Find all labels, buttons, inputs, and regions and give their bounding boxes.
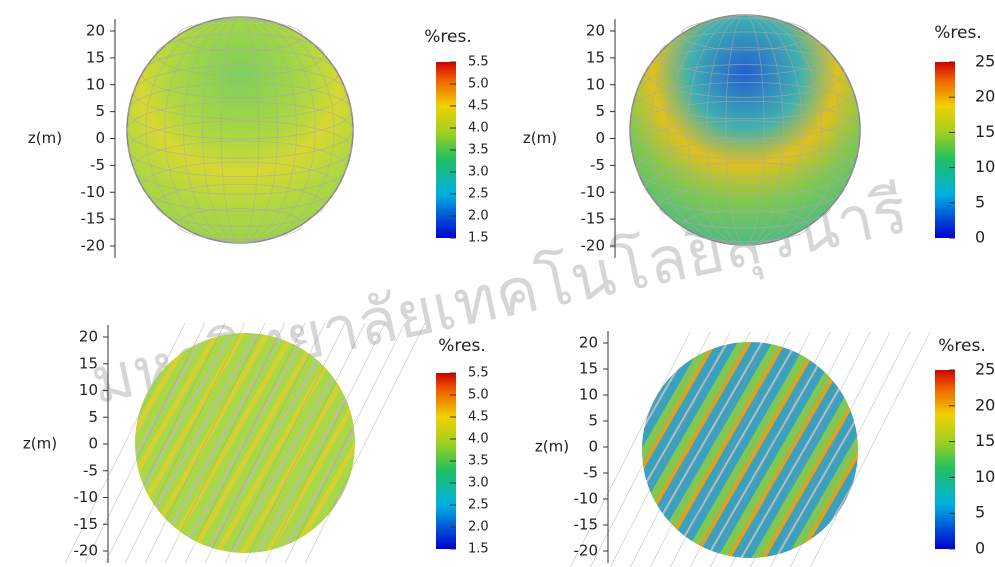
y-tick-label: 5 (95, 102, 105, 120)
colorbar-tick-label: 5.0 (468, 388, 489, 403)
colorbar-tick-label: 20 (975, 87, 995, 106)
y-tick-label: 5 (88, 408, 98, 426)
y-tick-label: 20 (79, 328, 98, 346)
y-tick-label: 10 (86, 75, 105, 93)
colorbar-tick-label: 10 (975, 157, 995, 176)
y-tick-label: -15 (74, 515, 99, 533)
colorbar-tick-label: 0 (975, 228, 985, 247)
colorbar-tick-label: 2.0 (468, 209, 489, 224)
y-tick-label: 15 (579, 360, 598, 378)
sphere (127, 17, 353, 243)
colorbar-tick-label: 1.5 (468, 542, 489, 557)
y-tick-label: 20 (579, 334, 598, 352)
y-tick-label: -5 (83, 461, 98, 479)
y-tick-label: 5 (588, 412, 598, 430)
colorbar-tick-label: 2.0 (468, 520, 489, 535)
colorbar-tick-label: 15 (975, 122, 995, 141)
y-tick-label: 0 (88, 435, 98, 453)
y-tick-label: -20 (581, 237, 606, 255)
colorbar-title: %res. (934, 23, 982, 43)
y-tick-label: -5 (583, 464, 598, 482)
y-axis-label: z(m) (535, 438, 569, 456)
colorbar-title: %res. (424, 27, 472, 47)
y-tick-label: 15 (79, 354, 98, 372)
colorbar-tick-label: 2.5 (468, 498, 489, 513)
y-tick-label: -20 (81, 237, 106, 255)
colorbar-tick-label: 3.5 (468, 143, 489, 158)
y-tick-label: -10 (74, 488, 99, 506)
y-tick-label: -5 (590, 156, 605, 174)
colorbar-tick-label: 5.5 (468, 366, 489, 381)
y-tick-label: 15 (586, 48, 605, 66)
colorbar-tick-label: 25 (975, 52, 995, 71)
colorbar-tick-label: 0 (975, 539, 985, 558)
colorbar-tick-label: 5.0 (468, 77, 489, 92)
y-tick-label: -10 (81, 183, 106, 201)
y-tick-label: 0 (588, 438, 598, 456)
colorbar-tick-label: 10 (975, 467, 995, 486)
colorbar-tick-label: 4.0 (468, 432, 489, 447)
y-tick-label: 10 (79, 381, 98, 399)
colorbar-tick-label: 2.5 (468, 187, 489, 202)
y-tick-label: -10 (574, 490, 599, 508)
y-tick-label: -15 (81, 210, 106, 228)
y-axis-label: z(m) (28, 129, 62, 147)
y-tick-label: 20 (86, 22, 105, 40)
colorbar-title: %res. (938, 336, 986, 356)
colorbar-tick-label: 3.5 (468, 454, 489, 469)
y-tick-label: -15 (574, 516, 599, 534)
colorbar-tick-label: 20 (975, 395, 995, 414)
y-tick-label: 10 (586, 75, 605, 93)
colorbar-tick-label: 4.5 (468, 410, 489, 425)
colorbar-tick-label: 15 (975, 431, 995, 450)
y-tick-label: 0 (595, 129, 605, 147)
colorbar-tick-label: 5 (975, 503, 985, 522)
y-tick-label: 15 (86, 48, 105, 66)
colorbar (935, 370, 955, 549)
colorbar-tick-label: 4.0 (468, 121, 489, 136)
y-tick-label: -20 (74, 542, 99, 560)
y-axis-label: z(m) (23, 435, 57, 453)
figure: มหาวิทยาลัยเทคโนโลยีสุรนารี 20151050-5-1… (0, 0, 995, 567)
colorbar-tick-label: 25 (975, 360, 995, 379)
y-axis-label: z(m) (523, 129, 557, 147)
colorbar-tick-label: 5.5 (468, 55, 489, 70)
y-tick-label: -10 (581, 183, 606, 201)
colorbar-tick-label: 4.5 (468, 99, 489, 114)
y-tick-label: 5 (595, 102, 605, 120)
colorbar-tick-label: 1.5 (468, 231, 489, 246)
y-tick-label: 0 (95, 129, 105, 147)
colorbar (935, 62, 955, 238)
y-tick-label: -15 (581, 210, 606, 228)
colorbar-title: %res. (438, 336, 486, 356)
sphere (630, 15, 860, 245)
colorbar-tick-label: 3.0 (468, 165, 489, 180)
y-tick-label: 10 (579, 386, 598, 404)
colorbar-tick-label: 5 (975, 192, 985, 211)
y-tick-label: -20 (574, 542, 599, 560)
y-tick-label: 20 (586, 22, 605, 40)
y-tick-label: -5 (90, 156, 105, 174)
colorbar-tick-label: 3.0 (468, 476, 489, 491)
